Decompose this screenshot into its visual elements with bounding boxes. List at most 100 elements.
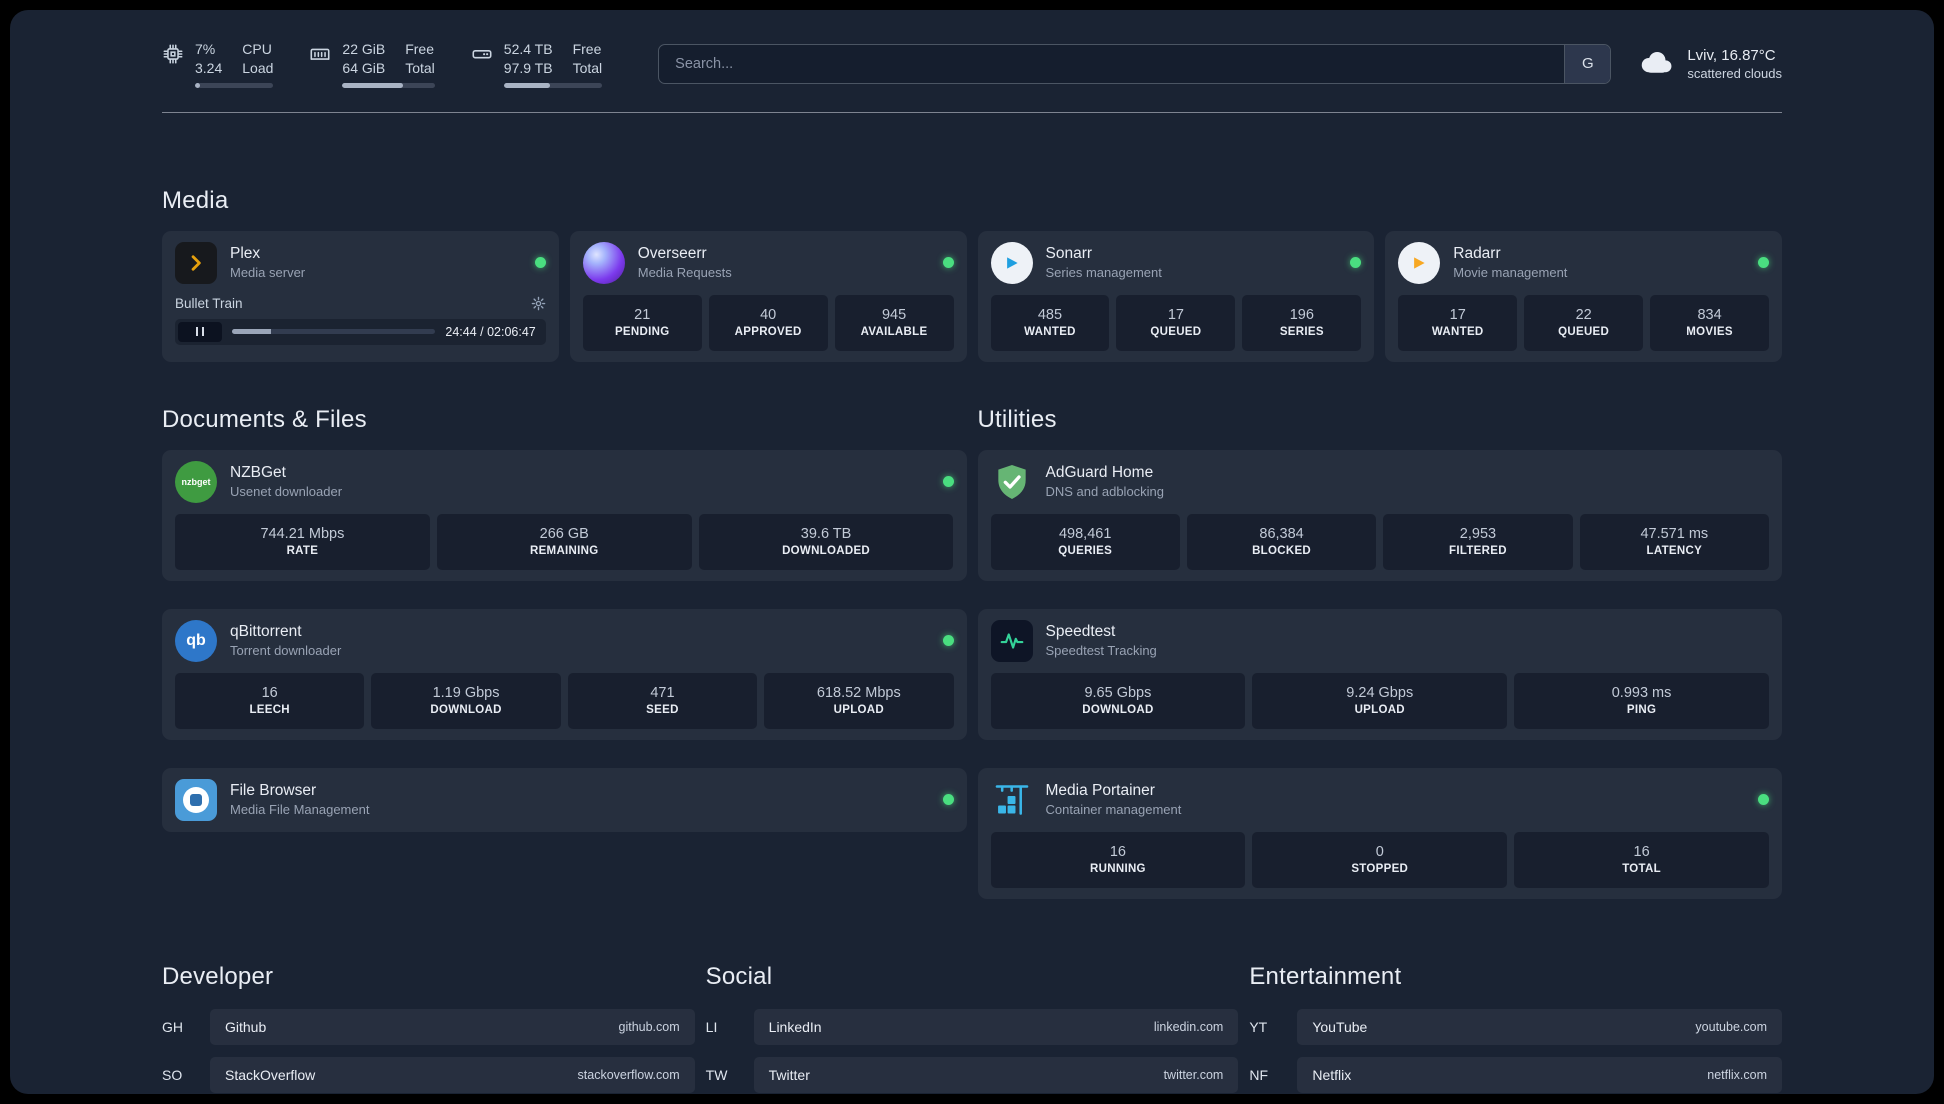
- bookmark-link[interactable]: LinkedIn linkedin.com: [753, 1008, 1239, 1045]
- stat-seed: 471 SEED: [567, 672, 758, 729]
- service-card-filebrowser[interactable]: File Browser Media File Management: [162, 767, 967, 832]
- status-dot: [942, 635, 954, 647]
- filebrowser-icon: [175, 778, 217, 821]
- service-card-adguard[interactable]: AdGuard Home DNS and adblocking 498,461 …: [977, 449, 1782, 581]
- search-provider-button[interactable]: G: [1564, 44, 1611, 83]
- service-card-qbittorrent[interactable]: qb qBittorrent Torrent downloader 16: [162, 608, 967, 740]
- bookmark-link[interactable]: Netflix netflix.com: [1297, 1056, 1782, 1093]
- playback-progress[interactable]: [232, 329, 436, 335]
- section-title-documents: Documents & Files: [162, 405, 367, 433]
- stat-blocked: 86,384 BLOCKED: [1186, 513, 1377, 570]
- bookmark-abbr: GH: [162, 1018, 183, 1035]
- stat-latency: 47.571 ms LATENCY: [1579, 513, 1769, 570]
- cpu-value: 7%: [195, 41, 216, 57]
- bookmark-youtube: YT YouTube youtube.com: [1249, 1008, 1782, 1045]
- service-subtitle: Speedtest Tracking: [1045, 643, 1157, 659]
- status-dot: [1350, 257, 1362, 269]
- weather-condition: scattered clouds: [1687, 65, 1782, 81]
- service-subtitle: Media server: [230, 265, 306, 281]
- adguard-icon: [991, 461, 1033, 503]
- portainer-icon: [991, 779, 1033, 821]
- service-card-speedtest[interactable]: Speedtest Speedtest Tracking 9.65 Gbps D…: [977, 608, 1782, 740]
- topbar-divider: [162, 111, 1782, 113]
- nzbget-icon: nzbget: [175, 460, 217, 503]
- stat-available: 945 AVAILABLE: [834, 294, 954, 351]
- section-title-media: Media: [162, 186, 229, 214]
- service-subtitle: Media Requests: [637, 265, 732, 281]
- sonarr-icon: [990, 241, 1033, 284]
- stat-ping: 0.993 ms PING: [1514, 672, 1769, 729]
- section-title-social: Social: [705, 962, 773, 990]
- service-name: Radarr: [1453, 245, 1501, 263]
- pause-button[interactable]: [178, 321, 222, 342]
- service-card-overseerr[interactable]: Overseerr Media Requests 21 PENDING 40 A…: [569, 230, 967, 362]
- bookmark-abbr: YT: [1249, 1018, 1268, 1035]
- service-subtitle: DNS and adblocking: [1045, 484, 1165, 500]
- cpu-widget: 7% 3.24 CPU Load: [162, 40, 274, 88]
- stat-remaining: 266 GB REMAINING: [436, 513, 692, 570]
- stat-series: 196 SERIES: [1242, 294, 1362, 351]
- service-card-portainer[interactable]: Media Portainer Container management 16 …: [977, 767, 1782, 899]
- service-subtitle: Usenet downloader: [230, 484, 343, 500]
- search-bar: G: [658, 43, 1612, 84]
- stat-downloaded: 39.6 TB DOWNLOADED: [698, 513, 954, 570]
- section-title-entertainment: Entertainment: [1249, 962, 1402, 990]
- service-name: AdGuard Home: [1045, 464, 1154, 482]
- status-dot: [534, 257, 546, 269]
- bookmark-link[interactable]: YouTube youtube.com: [1297, 1008, 1782, 1045]
- service-card-radarr[interactable]: Radarr Movie management 17 WANTED 22 QUE…: [1385, 230, 1782, 362]
- bookmark-link[interactable]: StackOverflow stackoverflow.com: [210, 1056, 695, 1093]
- service-card-plex[interactable]: Plex Media server Bullet Train: [162, 230, 559, 362]
- bookmark-stackoverflow: SO StackOverflow stackoverflow.com: [162, 1056, 695, 1093]
- gear-icon[interactable]: [531, 296, 546, 311]
- disk-icon: [471, 43, 493, 70]
- disk-progress: [503, 82, 603, 88]
- service-name: Overseerr: [637, 245, 707, 263]
- top-bar: 7% 3.24 CPU Load: [162, 40, 1782, 88]
- radarr-icon: [1398, 241, 1441, 284]
- cpu-load-label: Load: [242, 59, 274, 76]
- service-subtitle: Series management: [1045, 265, 1162, 281]
- service-name: Plex: [230, 245, 261, 263]
- service-card-nzbget[interactable]: nzbget NZBGet Usenet downloader 744.21 M…: [162, 449, 967, 581]
- disk-total-label: Total: [572, 59, 603, 76]
- stat-approved: 40 APPROVED: [708, 294, 828, 351]
- search-input[interactable]: [659, 44, 1565, 83]
- plex-icon: [175, 241, 217, 284]
- dashboard-panel: 7% 3.24 CPU Load: [10, 10, 1934, 1094]
- bookmark-abbr: LI: [705, 1018, 718, 1035]
- memory-widget: 22 GiB 64 GiB Free Total: [309, 40, 435, 88]
- disk-free-label: Free: [572, 41, 602, 57]
- stat-rate: 744.21 Mbps RATE: [175, 513, 430, 570]
- service-name: qBittorrent: [230, 623, 302, 641]
- stat-queued: 22 QUEUED: [1524, 294, 1644, 351]
- stat-wanted: 485 WANTED: [990, 294, 1110, 351]
- weather-widget: Lviv, 16.87°C scattered clouds: [1637, 47, 1782, 81]
- memory-free-label: Free: [405, 41, 435, 57]
- speedtest-icon: [990, 619, 1033, 662]
- bookmark-link[interactable]: Github github.com: [210, 1008, 695, 1045]
- section-title-developer: Developer: [162, 962, 274, 990]
- disk-total-value: 97.9 TB: [503, 59, 553, 76]
- service-card-sonarr[interactable]: Sonarr Series management 485 WANTED 17 Q…: [977, 230, 1375, 362]
- service-name: File Browser: [230, 782, 317, 800]
- stat-filtered: 2,953 FILTERED: [1383, 513, 1573, 570]
- stat-upload: 618.52 Mbps UPLOAD: [764, 672, 954, 729]
- memory-progress: [342, 82, 435, 88]
- section-title-utilities: Utilities: [977, 405, 1057, 433]
- stat-download: 9.65 Gbps DOWNLOAD: [990, 672, 1246, 729]
- stat-wanted: 17 WANTED: [1398, 294, 1518, 351]
- resource-widgets: 7% 3.24 CPU Load: [162, 40, 603, 88]
- memory-icon: [309, 43, 331, 70]
- plex-now-playing: Bullet Train 24:44 / 02:06:47: [175, 296, 546, 345]
- overseerr-icon: [582, 241, 625, 284]
- bookmark-netflix: NF Netflix netflix.com: [1249, 1056, 1782, 1093]
- service-subtitle: Torrent downloader: [230, 643, 342, 659]
- bookmark-abbr: SO: [162, 1066, 183, 1083]
- memory-free-value: 22 GiB: [342, 41, 386, 57]
- service-subtitle: Movie management: [1453, 265, 1568, 281]
- bookmark-link[interactable]: Twitter twitter.com: [753, 1056, 1239, 1093]
- memory-total-value: 64 GiB: [342, 59, 386, 76]
- memory-total-label: Total: [405, 59, 435, 76]
- service-name: Sonarr: [1045, 245, 1093, 263]
